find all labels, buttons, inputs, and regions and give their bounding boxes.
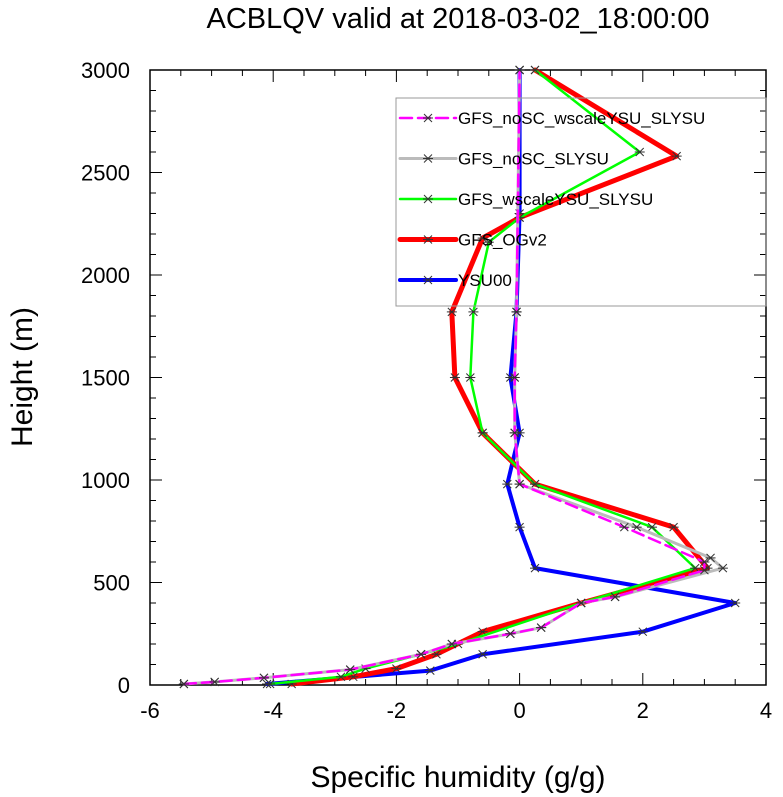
legend-item: GFS_wscaleYSU_SLYSU: [398, 190, 653, 209]
data-point: [514, 479, 525, 489]
y-tick-label: 2000: [81, 263, 130, 288]
data-point: [690, 563, 701, 573]
legend-item: GFS_OGv2: [397, 231, 547, 250]
data-point: [536, 623, 547, 632]
data-point: [634, 147, 645, 157]
axes: -6 -4 -2 0 2 4 0 500 1000 1500 2000 2500 3000: [81, 58, 772, 723]
data-point: [699, 557, 710, 567]
x-tick-label: 4: [760, 698, 772, 723]
legend-item: GFS_noSC_wscaleYSU_SLYSU: [398, 109, 705, 128]
data-point: [511, 307, 522, 317]
data-point: [705, 553, 716, 563]
data-point: [610, 592, 621, 602]
x-tick-label: -4: [263, 698, 283, 723]
x-axis-title: Specific humidity (g/g): [310, 761, 605, 794]
legend-item: GFS_noSC_SLYSU: [398, 150, 609, 169]
chart-title: ACBLQV valid at 2018-03-02_18:00:00: [206, 3, 709, 35]
legend-marker: [423, 154, 433, 163]
x-tick-label: 2: [637, 698, 649, 723]
data-point: [468, 307, 479, 317]
legend-label: GFS_noSC_SLYSU: [458, 150, 609, 169]
data-point: [619, 522, 630, 532]
data-point: [717, 563, 728, 573]
data-point: [449, 373, 460, 382]
data-point: [668, 522, 679, 532]
y-axis-title: Height (m): [6, 307, 39, 447]
data-point: [391, 664, 402, 673]
data-point: [416, 649, 427, 659]
data-point: [477, 428, 488, 438]
data-point: [530, 65, 540, 75]
x-tick-label: -2: [387, 698, 407, 723]
x-tick-label: 0: [513, 698, 525, 723]
data-point: [637, 627, 648, 637]
legend-marker: [423, 194, 433, 204]
data-point: [258, 673, 269, 683]
data-point: [514, 65, 525, 75]
data-point: [446, 307, 457, 317]
y-tick-label: 2500: [81, 161, 130, 186]
data-point: [699, 565, 710, 575]
legend-box: [395, 97, 767, 307]
legend-marker: [423, 275, 433, 285]
data-point: [647, 522, 658, 532]
legend-label: YSU00: [458, 271, 512, 290]
y-tick-label: 1500: [81, 366, 130, 391]
data-point: [483, 237, 494, 247]
legend-item: YSU00: [398, 271, 512, 290]
data-point: [502, 479, 513, 489]
y-tick-label: 3000: [81, 58, 130, 83]
data-point: [477, 233, 488, 243]
data-point: [178, 679, 189, 689]
data-point: [425, 666, 436, 676]
data-point: [477, 649, 488, 659]
legend-marker: [423, 113, 433, 123]
series-line: [182, 68, 706, 686]
data-point: [335, 672, 346, 682]
data-point: [509, 373, 520, 382]
data-point: [671, 151, 682, 161]
data-point: [209, 677, 220, 687]
data-point: [446, 639, 457, 649]
data-point: [505, 629, 516, 639]
series-GFS_noSC_wscaleYSU_SLYSU: [178, 65, 710, 689]
legend-label: GFS_wscaleYSU_SLYSU: [458, 190, 653, 209]
legend-label: GFS_noSC_wscaleYSU_SLYSU: [458, 109, 705, 128]
data-point: [514, 522, 525, 532]
y-tick-label: 1000: [81, 468, 130, 493]
data-point: [345, 665, 356, 674]
data-point: [530, 479, 540, 489]
series-layer: [178, 65, 741, 689]
legend: GFS_noSC_wscaleYSU_SLYSU GFS_noSC_SLYSU GF…: [395, 97, 767, 307]
data-point: [465, 373, 476, 382]
legend-label: GFS_OGv2: [458, 231, 547, 250]
data-point: [509, 428, 520, 438]
y-tick-label: 500: [93, 571, 130, 596]
series-line: [289, 67, 710, 687]
data-point: [576, 598, 587, 608]
data-point: [631, 522, 642, 532]
x-tick-label: -6: [140, 698, 160, 723]
y-tick-label: 0: [118, 673, 130, 698]
legend-marker: [423, 235, 433, 244]
data-point: [730, 598, 741, 608]
data-point: [530, 563, 540, 573]
